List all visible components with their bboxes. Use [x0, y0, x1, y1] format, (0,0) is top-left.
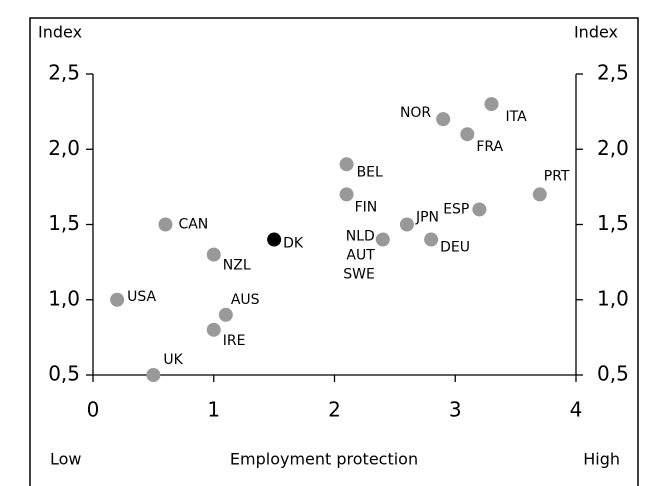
- point-label: ESP: [443, 201, 469, 217]
- point-label: AUT: [346, 248, 375, 264]
- y-tick-label-left: 1,0: [48, 286, 80, 310]
- x-tick-label: 0: [87, 398, 100, 422]
- y-tick-label-right: 1,5: [597, 211, 629, 235]
- y-tick-label-left: 0,5: [48, 362, 80, 386]
- point: [110, 292, 125, 307]
- point: [218, 307, 233, 322]
- frame: [29, 17, 639, 486]
- point-label: NOR: [400, 105, 431, 121]
- x-tick-label: 3: [449, 398, 462, 422]
- point-label: SWE: [343, 267, 375, 283]
- point-label: NLD: [346, 229, 375, 245]
- y-axis-label-left: Index: [38, 23, 82, 42]
- point: [484, 97, 499, 112]
- y-axis-label-right: Index: [574, 23, 618, 42]
- point: [339, 157, 354, 172]
- point: [375, 232, 390, 247]
- point-label: JPN: [415, 210, 439, 226]
- x-tick-label: 4: [570, 398, 583, 422]
- point-label: PRT: [544, 168, 570, 184]
- point: [206, 322, 221, 337]
- point: [436, 112, 451, 127]
- point: [158, 217, 173, 232]
- point-label: DEU: [440, 240, 470, 256]
- point: [146, 368, 161, 382]
- y-tick-label-right: 2,5: [597, 61, 629, 85]
- point-label: IRE: [223, 333, 246, 349]
- x-axis-label: Employment protection: [230, 450, 418, 469]
- point: [472, 202, 487, 217]
- y-tick-label-left: 2,5: [48, 61, 80, 85]
- x-high-label: High: [583, 450, 620, 469]
- x-tick-label: 2: [328, 398, 341, 422]
- point-label: AUS: [231, 292, 260, 308]
- x-tick-label: 1: [207, 398, 220, 422]
- point-label: USA: [127, 289, 156, 305]
- point: [339, 187, 354, 202]
- point-label: CAN: [178, 217, 208, 233]
- x-low-label: Low: [50, 450, 82, 469]
- point-label: ITA: [505, 109, 527, 125]
- y-tick-label-right: 0,5: [597, 362, 629, 386]
- point: [424, 232, 439, 247]
- point-label: FRA: [476, 139, 503, 155]
- point-label: BEL: [357, 164, 383, 180]
- point: [267, 232, 282, 247]
- point-label: DK: [283, 236, 304, 252]
- point-label: FIN: [355, 199, 378, 215]
- y-tick-label-left: 2,0: [48, 136, 80, 160]
- point: [399, 217, 414, 232]
- point-label: UK: [163, 352, 183, 368]
- point: [206, 247, 221, 262]
- y-tick-label-left: 1,5: [48, 211, 80, 235]
- point: [532, 187, 547, 202]
- y-tick-label-right: 1,0: [597, 286, 629, 310]
- y-tick-label-right: 2,0: [597, 136, 629, 160]
- point-label: NZL: [223, 258, 251, 274]
- point: [460, 127, 475, 142]
